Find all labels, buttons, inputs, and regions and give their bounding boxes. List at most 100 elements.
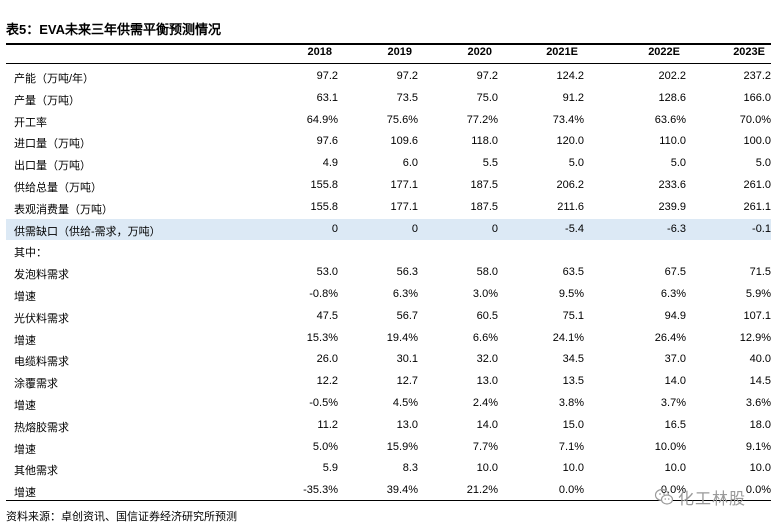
- cell-value: 75.0: [476, 91, 498, 104]
- table-row: 增速 -35.3% 39.4% 21.2% 0.0% 0.0% 0.0%: [6, 480, 771, 501]
- row-label: 热熔胶需求: [14, 421, 69, 434]
- cell-value: 10.0: [476, 462, 498, 475]
- cell-value: -5.4: [565, 222, 584, 235]
- cell-value: 3.0%: [472, 288, 498, 300]
- cell-value: -0.8%: [309, 288, 338, 300]
- row-label: 表观消费量（万吨）: [14, 203, 113, 216]
- table-row: 增速 15.3% 19.4% 6.6% 24.1% 26.4% 12.9%: [6, 328, 771, 349]
- cell-value: 91.2: [562, 91, 584, 104]
- table-title: 表5：EVA未来三年供需平衡预测情况: [6, 22, 221, 37]
- cell-value: 12.2: [316, 375, 338, 388]
- cell-value: 10.0%: [654, 440, 686, 453]
- cell-value: 239.9: [658, 200, 686, 213]
- cell-value: 124.2: [556, 70, 584, 82]
- cell-value: 261.0: [743, 179, 771, 191]
- cell-value: 6.3%: [392, 288, 418, 300]
- cell-value: 155.8: [310, 200, 338, 213]
- cell-value: 47.5: [316, 309, 338, 322]
- cell-value: 6.3%: [660, 288, 686, 300]
- cell-value: 4.5%: [392, 397, 418, 409]
- table-row: 电缆料需求 26.0 30.1 32.0 34.5 37.0 40.0: [6, 349, 771, 370]
- cell-value: 166.0: [743, 91, 771, 104]
- row-label: 增速: [14, 291, 36, 303]
- header-2022e: 2022E: [648, 46, 680, 58]
- cell-value: 10.0: [664, 462, 686, 475]
- cell-value: 63.6%: [654, 113, 686, 126]
- row-label: 出口量（万吨）: [14, 160, 91, 173]
- header-2020: 2020: [467, 46, 492, 58]
- table-row: 其他需求 5.9 8.3 10.0 10.0 10.0 10.0: [6, 458, 771, 479]
- row-label: 产能（万吨/年）: [14, 73, 95, 85]
- row-label: 增速: [14, 334, 36, 347]
- cell-value: 11.2: [317, 418, 338, 431]
- cell-value: 53.0: [316, 266, 338, 279]
- cell-value: 261.1: [743, 200, 771, 213]
- cell-value: 5.0%: [312, 440, 338, 453]
- cell-value: 5.0: [568, 157, 584, 170]
- cell-value: 6.6%: [472, 331, 498, 344]
- cell-value: 0.0%: [660, 484, 686, 497]
- cell-value: 7.1%: [558, 440, 584, 453]
- cell-value: 0: [331, 222, 338, 235]
- header-rule: [6, 63, 771, 64]
- cell-value: 14.5: [749, 375, 771, 388]
- row-label: 产量（万吨）: [14, 94, 80, 107]
- cell-value: 14.0: [476, 418, 498, 431]
- cell-value: 10.0: [562, 462, 584, 475]
- cell-value: 9.5%: [558, 288, 584, 300]
- cell-value: 26.4%: [654, 331, 686, 344]
- cell-value: 3.8%: [558, 397, 584, 409]
- cell-value: 60.5: [476, 309, 498, 322]
- cell-value: 202.2: [658, 70, 686, 82]
- cell-value: 187.5: [470, 179, 498, 191]
- cell-value: 19.4%: [386, 331, 418, 344]
- cell-value: 56.3: [396, 266, 418, 279]
- cell-value: 13.5: [562, 375, 584, 388]
- table-row: 光伏料需求 47.5 56.7 60.5 75.1 94.9 107.1: [6, 306, 771, 327]
- wechat-icon: [654, 488, 674, 505]
- cell-value: 34.5: [562, 353, 584, 366]
- cell-value: 177.1: [390, 179, 418, 191]
- cell-value: 63.1: [316, 91, 338, 104]
- row-label: 增速: [14, 443, 36, 456]
- table-row: 增速 5.0% 15.9% 7.7% 7.1% 10.0% 9.1%: [6, 437, 771, 458]
- table-row: 涂覆需求 12.2 12.7 13.0 13.5 14.0 14.5: [6, 371, 771, 392]
- cell-value: 5.9: [322, 462, 338, 475]
- cell-value: 71.5: [749, 266, 771, 279]
- cell-value: 58.0: [476, 266, 498, 279]
- row-label: 开工率: [14, 116, 47, 129]
- table-row: 增速 -0.5% 4.5% 2.4% 3.8% 3.7% 3.6%: [6, 393, 771, 414]
- row-label: 供给总量（万吨）: [14, 182, 102, 194]
- cell-value: 64.9%: [306, 113, 338, 126]
- cell-value: 16.5: [664, 418, 686, 431]
- cell-value: 73.4%: [552, 113, 584, 126]
- cell-value: 14.0: [664, 375, 686, 388]
- cell-value: 97.2: [476, 70, 498, 82]
- table-row: 发泡料需求 53.0 56.3 58.0 63.5 67.5 71.5: [6, 262, 771, 283]
- cell-value: 39.4%: [386, 484, 418, 497]
- cell-value: 32.0: [476, 353, 498, 366]
- cell-value: 0: [411, 222, 418, 235]
- cell-value: 128.6: [658, 91, 686, 104]
- cell-value: 40.0: [749, 353, 771, 366]
- cell-value: 15.0: [562, 418, 584, 431]
- cell-value: 5.9%: [745, 288, 771, 300]
- cell-value: 9.1%: [745, 440, 771, 453]
- cell-value: 5.0: [670, 157, 686, 170]
- cell-value: 15.9%: [386, 440, 418, 453]
- cell-value: 8.3: [402, 462, 418, 475]
- cell-value: -6.3: [667, 222, 686, 235]
- cell-value: 26.0: [316, 353, 338, 366]
- cell-value: 100.0: [743, 135, 771, 148]
- cell-value: 155.8: [310, 179, 338, 191]
- row-label: 增速: [14, 487, 36, 500]
- cell-value: -0.1: [752, 222, 771, 235]
- cell-value: 177.1: [390, 200, 418, 213]
- cell-value: 2.4%: [472, 397, 498, 409]
- table-row: 表观消费量（万吨） 155.8 177.1 187.5 211.6 239.9 261.1: [6, 197, 771, 218]
- cell-value: 94.9: [664, 309, 686, 322]
- cell-value: 237.2: [743, 70, 771, 82]
- row-label: 供需缺口（供给-需求，万吨）: [14, 225, 161, 238]
- cell-value: 0: [491, 222, 498, 235]
- row-label: 其他需求: [14, 465, 58, 478]
